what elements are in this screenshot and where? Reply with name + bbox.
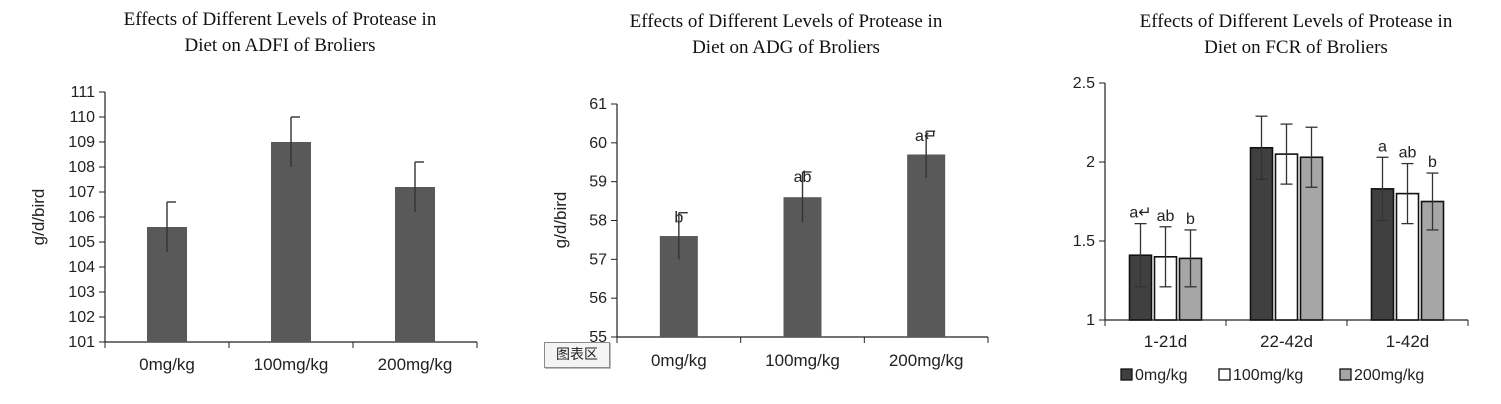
chart3-significance-label: b (1186, 211, 1195, 228)
chart2-y-tick-label: 59 (589, 174, 607, 191)
chart1-y-tick-label: 110 (69, 109, 95, 126)
chart1-y-tick-label: 102 (68, 309, 95, 326)
chart1-y-axis-label: g/d/bird (29, 189, 48, 246)
chart2-title-line2: Diet on ADG of Broliers (692, 37, 880, 58)
chart3-legend-label: 0mg/kg (1135, 367, 1187, 384)
chart1-category-label: 200mg/kg (378, 355, 453, 374)
chart2-category-label: 200mg/kg (889, 351, 964, 370)
chart3-category-label: 1-21d (1144, 332, 1187, 351)
chart3-legend-swatch (1218, 368, 1231, 381)
chart2-y-tick-label: 57 (589, 251, 607, 268)
chart3-significance-label: b (1428, 154, 1437, 171)
chart2-y-tick-label: 58 (589, 213, 607, 230)
chart3-title: Effects of Different Levels of Protease … (1076, 9, 1501, 61)
chart3-significance-label: ab (1157, 208, 1175, 225)
chart3-legend-label: 200mg/kg (1354, 367, 1424, 384)
chart2-y-tick-label: 55 (589, 329, 607, 346)
chart1-title-line2: Diet on ADFI of Broliers (184, 35, 376, 56)
chart3-legend-swatch (1120, 368, 1133, 381)
chart-area-tag: 图表区 (544, 342, 610, 368)
chart3-y-tick-label: 2 (1086, 154, 1095, 171)
chart2-significance-label: b (674, 210, 683, 227)
chart1-y-tick-label: 111 (71, 84, 95, 101)
chart3-y-tick-label: 2.5 (1073, 75, 1095, 92)
chart1-y-tick-label: 103 (68, 284, 95, 301)
chart3-y-tick-label: 1 (1086, 312, 1095, 329)
chart2-title-line1: Effects of Different Levels of Protease … (629, 11, 943, 32)
chart1-y-tick-label: 108 (68, 159, 95, 176)
chart1-y-tick-label: 104 (68, 259, 95, 276)
chart2-bar (907, 154, 946, 337)
chart3-legend-label: 100mg/kg (1233, 367, 1303, 384)
chart1-y-tick-label: 109 (68, 134, 95, 151)
chart3-significance-label: a (1378, 138, 1387, 155)
chart3-title-line1: Effects of Different Levels of Protease … (1139, 11, 1453, 32)
chart2-significance-label: a↵ (915, 128, 937, 145)
chart1-y-tick-label: 107 (68, 184, 95, 201)
chart3-y-tick-label: 1.5 (1073, 233, 1095, 250)
chart3-significance-label: a↵ (1129, 205, 1151, 222)
chart1-bar (271, 142, 311, 342)
chart1-bar (395, 187, 435, 342)
chart3-title-line2: Diet on FCR of Broliers (1204, 37, 1388, 58)
chart1-y-tick-label: 105 (68, 234, 95, 251)
chart2-category-label: 0mg/kg (651, 351, 707, 370)
chart3-category-label: 22-42d (1260, 332, 1313, 351)
chart2-y-tick-label: 61 (589, 96, 607, 113)
chart3-category-label: 1-42d (1386, 332, 1429, 351)
chart2-title: Effects of Different Levels of Protease … (566, 9, 1006, 61)
chart2-y-tick-label: 60 (589, 135, 607, 152)
chart1-category-label: 0mg/kg (139, 355, 195, 374)
chart2-y-tick-label: 56 (589, 290, 607, 307)
chart2-significance-label: ab (794, 169, 812, 186)
chart2-category-label: 100mg/kg (765, 351, 840, 370)
chart1-title: Effects of Different Levels of Protease … (60, 7, 500, 59)
chart1-title-line1: Effects of Different Levels of Protease … (123, 9, 437, 30)
chart2-y-axis-label: g/d/bird (551, 192, 570, 249)
chart1-y-tick-label: 101 (68, 334, 95, 351)
chart3-significance-label: ab (1399, 145, 1417, 162)
chart1-y-tick-label: 106 (68, 209, 95, 226)
chart3-legend-swatch (1339, 368, 1352, 381)
chart1-category-label: 100mg/kg (254, 355, 329, 374)
